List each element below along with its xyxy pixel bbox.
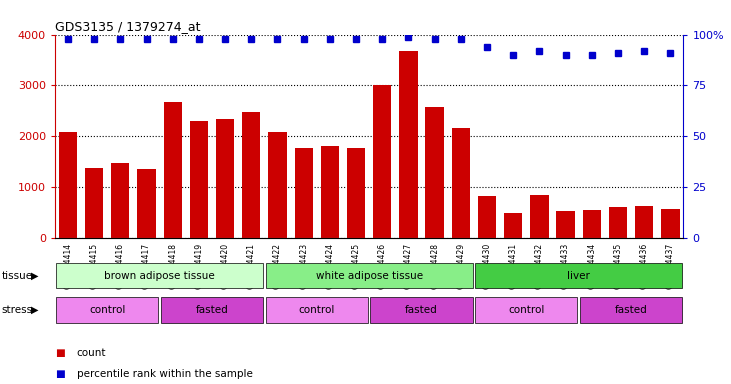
Bar [371,297,473,323]
Text: control: control [298,305,335,315]
Bar [295,147,313,238]
Bar [85,168,103,238]
Text: control: control [508,305,545,315]
Bar [164,102,182,238]
Bar [530,195,548,238]
Text: count: count [77,348,106,358]
Bar [662,209,680,238]
Text: fasted: fasted [615,305,648,315]
Text: tissue: tissue [1,270,33,281]
Bar [111,163,129,238]
Bar [347,147,366,238]
Bar [399,51,417,238]
Text: fasted: fasted [196,305,228,315]
Bar [609,207,627,238]
Text: control: control [89,305,126,315]
Bar [137,169,156,238]
Bar [321,147,339,238]
Text: ▶: ▶ [31,305,38,315]
Bar [56,263,263,288]
Bar [580,297,682,323]
Bar [635,205,654,238]
Bar [265,297,368,323]
Text: ▶: ▶ [31,270,38,281]
Bar [56,297,159,323]
Bar [504,213,523,238]
Bar [190,121,208,238]
Bar [425,107,444,238]
Text: liver: liver [567,270,590,281]
Bar [216,119,234,238]
Bar [556,211,575,238]
Bar [452,127,470,238]
Text: ■: ■ [55,369,64,379]
Bar [265,263,473,288]
Text: brown adipose tissue: brown adipose tissue [105,270,215,281]
Bar [583,210,601,238]
Text: fasted: fasted [405,305,438,315]
Bar [475,297,577,323]
Bar [242,113,260,238]
Text: ■: ■ [55,348,64,358]
Text: GDS3135 / 1379274_at: GDS3135 / 1379274_at [55,20,200,33]
Bar [268,132,287,238]
Text: white adipose tissue: white adipose tissue [316,270,423,281]
Bar [58,132,77,238]
Text: percentile rank within the sample: percentile rank within the sample [77,369,253,379]
Bar [161,297,263,323]
Text: stress: stress [1,305,33,315]
Bar [478,196,496,238]
Bar [475,263,682,288]
Bar [373,86,391,238]
